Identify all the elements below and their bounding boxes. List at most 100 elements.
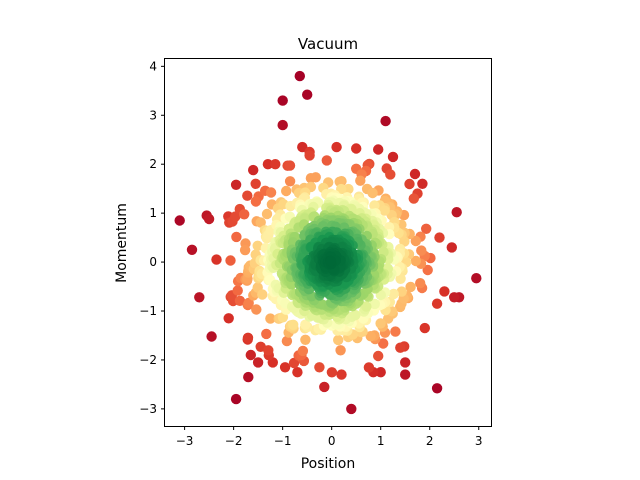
scatter-point: [261, 328, 272, 340]
y-axis-label: Momentum: [114, 203, 130, 283]
scatter-point: [242, 332, 254, 343]
scatter-point: [304, 150, 315, 161]
scatter-point: [261, 208, 273, 220]
scatter-point: [239, 244, 251, 256]
scatter-point: [400, 357, 411, 368]
scatter-point: [373, 350, 384, 362]
scatter-point: [404, 178, 415, 190]
scatter-point: [232, 285, 243, 296]
scatter-point: [431, 298, 443, 309]
scatter-point: [297, 345, 309, 357]
chart-title: Vacuum: [298, 35, 358, 53]
scatter-point: [350, 309, 361, 321]
scatter-point: [279, 362, 291, 373]
scatter-point: [326, 367, 338, 378]
scatter-point: [416, 245, 427, 256]
y-tick-label: 2: [149, 157, 157, 171]
y-tick-label: −2: [139, 353, 157, 367]
scatter-point: [186, 244, 198, 255]
scatter-point: [379, 205, 390, 216]
scatter-point: [367, 187, 378, 199]
scatter-point: [257, 289, 268, 300]
scatter-point: [250, 196, 262, 207]
scatter-point: [211, 254, 222, 265]
scatter-point: [300, 319, 311, 330]
scatter-point: [325, 255, 337, 267]
scatter-point: [417, 178, 428, 189]
scatter-point: [471, 273, 482, 284]
scatter-point: [310, 172, 321, 183]
scatter-point: [223, 313, 234, 324]
plot-frame: [164, 58, 492, 427]
y-axis-ticks: −3 −2 −1 0 1 2 3 4: [139, 59, 165, 416]
scatter-point: [248, 164, 259, 176]
scatter-point: [288, 357, 300, 369]
scatter-point: [405, 281, 416, 293]
scatter-point: [252, 240, 263, 251]
scatter-point: [302, 89, 313, 100]
y-tick-label: −3: [139, 402, 157, 416]
scatter-point: [225, 255, 236, 266]
scatter-point: [250, 178, 261, 189]
scatter-points: [174, 70, 482, 415]
scatter-point: [369, 200, 380, 211]
scatter-point: [284, 176, 296, 187]
scatter-point: [331, 141, 342, 153]
scatter-point: [230, 393, 242, 405]
scatter-point: [351, 143, 362, 154]
scatter-point: [251, 304, 262, 315]
scatter-point: [410, 255, 421, 267]
x-tick-label: 2: [426, 434, 434, 448]
y-tick-label: −1: [139, 304, 157, 318]
scatter-point: [230, 179, 242, 190]
scatter-point: [245, 349, 256, 361]
scatter-point: [434, 232, 445, 243]
scatter-point: [343, 183, 354, 195]
scatter-point: [395, 342, 406, 353]
scatter-point: [281, 185, 292, 197]
scatter-point: [388, 288, 399, 300]
scatter-point: [390, 326, 401, 337]
scatter-point: [400, 369, 411, 380]
x-tick-label: −3: [176, 434, 194, 448]
scatter-point: [380, 115, 391, 127]
scatter-point: [336, 369, 347, 380]
scatter-point: [255, 217, 266, 228]
scatter-point: [265, 187, 277, 198]
scatter-point: [206, 331, 217, 342]
scatter-point: [231, 231, 242, 243]
scatter-point: [419, 322, 430, 334]
x-tick-label: −1: [274, 434, 292, 448]
scatter-point: [262, 159, 274, 170]
scatter-point: [234, 295, 246, 306]
scatter-point: [277, 119, 288, 131]
scatter-point: [415, 278, 426, 289]
scatter-point: [243, 371, 254, 383]
scatter-point: [203, 213, 215, 225]
scatter-point: [395, 273, 406, 284]
scatter-point: [378, 338, 389, 349]
scatter-point: [431, 383, 443, 394]
y-tick-label: 4: [149, 59, 157, 73]
scatter-point: [439, 286, 450, 297]
scatter-point: [365, 331, 376, 342]
scatter-point: [361, 301, 372, 312]
scatter-point: [408, 193, 419, 204]
scatter-point: [252, 357, 264, 368]
scatter-point: [410, 235, 421, 247]
scatter-point: [314, 362, 325, 373]
scatter-point: [174, 215, 185, 226]
scatter-point: [396, 286, 407, 297]
y-tick-label: 1: [149, 206, 157, 220]
scatter-point: [265, 313, 276, 324]
scatter-point: [421, 223, 432, 234]
scatter-point: [277, 95, 288, 106]
scatter-point: [375, 367, 386, 378]
y-tick-label: 3: [149, 108, 157, 122]
scatter-point: [409, 168, 421, 180]
scatter-point: [294, 70, 305, 82]
scatter-point: [300, 334, 311, 345]
scatter-point: [451, 207, 462, 218]
x-axis-label: Position: [301, 456, 356, 472]
